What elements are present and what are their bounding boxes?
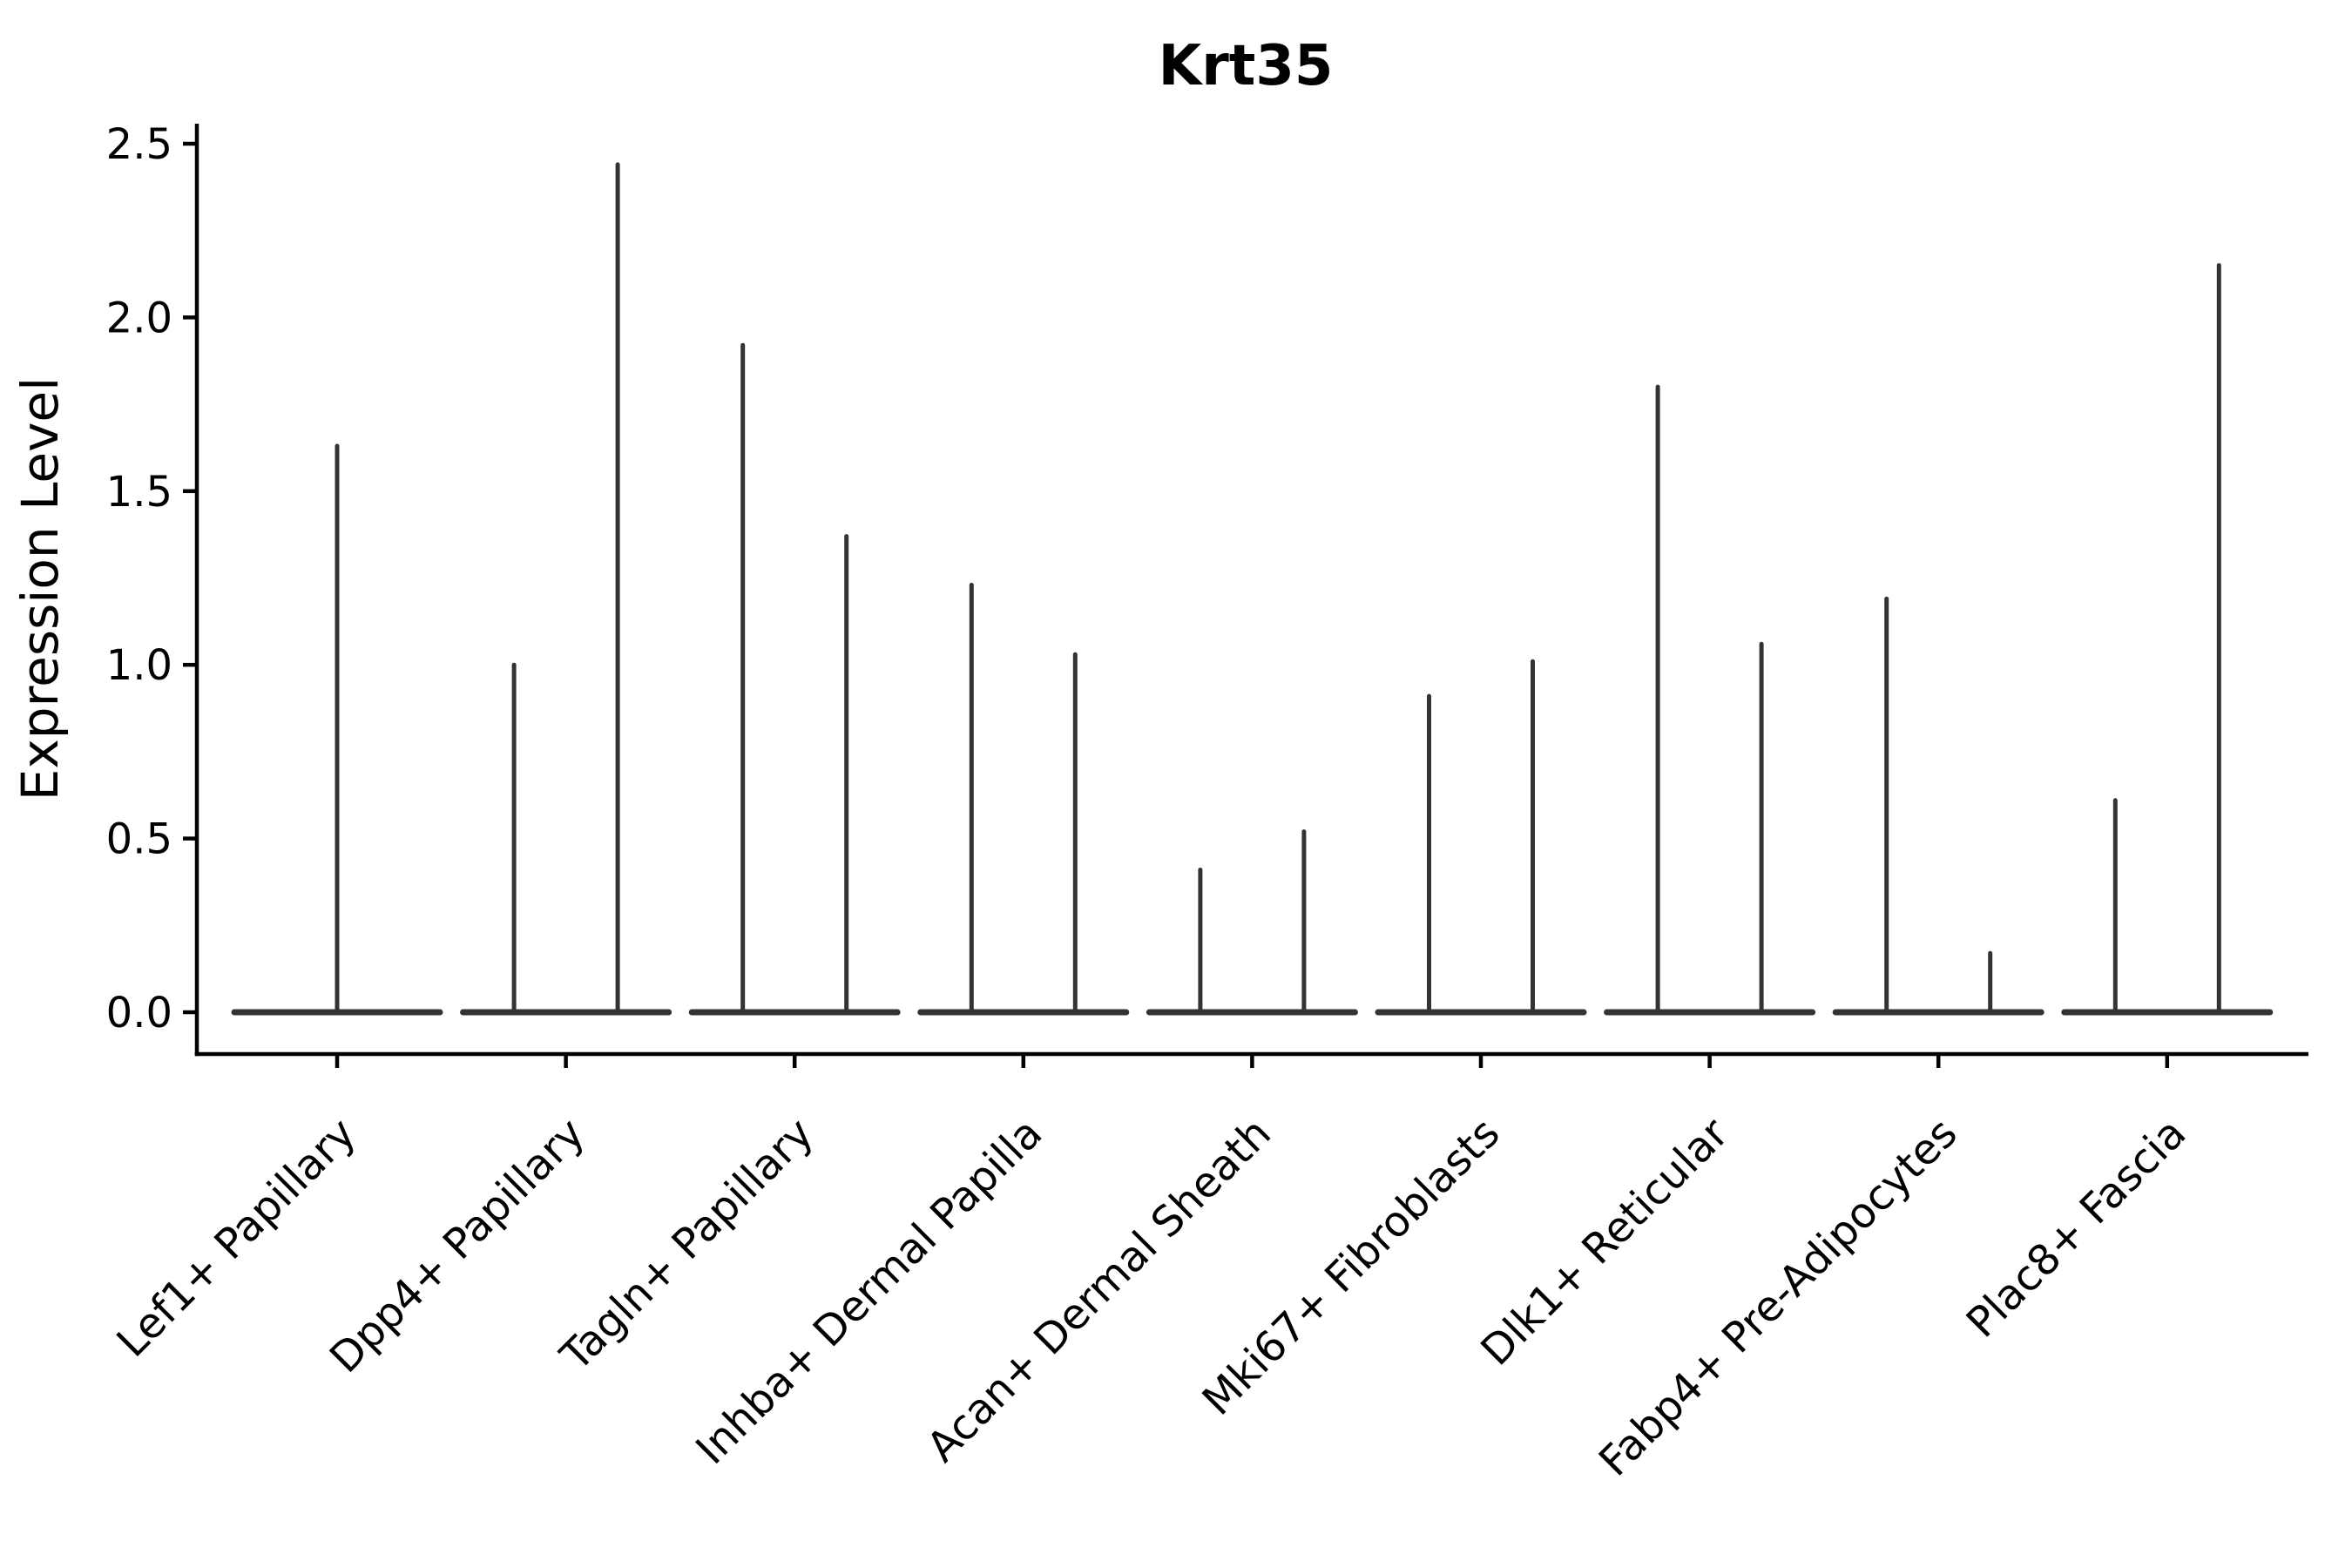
x-tick-label: Lef1+ Papillary bbox=[108, 1109, 366, 1367]
violin-category bbox=[460, 162, 672, 1016]
y-axis-label: Expression Level bbox=[10, 377, 70, 801]
y-tick-label: 2.0 bbox=[106, 294, 172, 342]
y-tick-label: 2.5 bbox=[106, 120, 172, 169]
violin-category bbox=[1146, 829, 1358, 1016]
x-tick-label: Tagln+ Papillary bbox=[551, 1109, 822, 1381]
violin-category bbox=[1604, 384, 1816, 1016]
violins-group bbox=[231, 162, 2274, 1016]
x-tick-label: Dlk1+ Reticular bbox=[1471, 1109, 1738, 1375]
y-tick-label: 0.0 bbox=[106, 989, 172, 1037]
y-tick-label: 1.0 bbox=[106, 641, 172, 690]
y-tick-label: 0.5 bbox=[106, 815, 172, 864]
y-tick-label: 1.5 bbox=[106, 468, 172, 517]
violin-category bbox=[688, 342, 901, 1016]
violin-category bbox=[917, 582, 1130, 1016]
x-tick-label: Plac8+ Fascia bbox=[1957, 1109, 2196, 1348]
chart-title: Krt35 bbox=[1159, 34, 1334, 98]
violin-category bbox=[1375, 659, 1587, 1016]
x-tick-label: Dpp4+ Papillary bbox=[321, 1109, 594, 1382]
violin-category bbox=[1832, 596, 2044, 1016]
violin-category bbox=[231, 443, 443, 1016]
violin-category bbox=[2061, 263, 2274, 1016]
